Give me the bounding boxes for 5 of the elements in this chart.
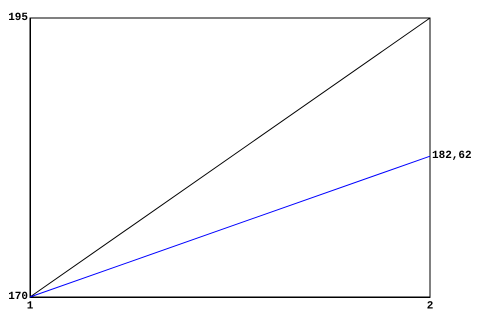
x-tick-label: 2 — [426, 300, 434, 312]
y-tick-label: 170 — [8, 291, 28, 303]
x-tick-label: 1 — [26, 300, 34, 312]
data-label: 182,62 — [432, 150, 472, 162]
y-tick-label: 195 — [8, 12, 28, 24]
